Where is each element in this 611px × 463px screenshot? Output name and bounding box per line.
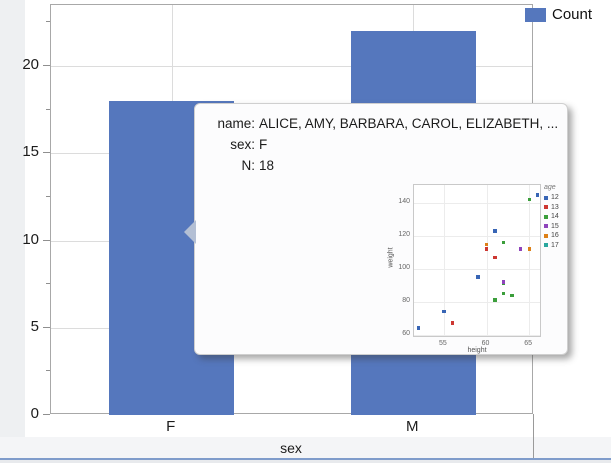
mini-x-gridline bbox=[529, 185, 531, 336]
mini-legend-swatch bbox=[544, 195, 548, 200]
scatter-point-age-12 bbox=[416, 326, 420, 330]
tooltip-scatter-legend: age 12 13 14 15 16 17 bbox=[544, 183, 559, 250]
hover-tooltip: name: ALICE, AMY, BARBARA, CAROL, ELIZABE… bbox=[184, 103, 568, 355]
scatter-point-age-12 bbox=[493, 229, 497, 233]
tooltip-row: sex: F bbox=[207, 134, 558, 155]
tooltip-legend-title: age bbox=[544, 184, 556, 191]
y-tick-label: 5 bbox=[30, 317, 39, 335]
legend-count-label[interactable]: Count bbox=[552, 6, 593, 23]
y-tick-label: 20 bbox=[22, 56, 39, 74]
mini-legend-entry-12: 12 bbox=[544, 193, 559, 203]
mini-legend-swatch bbox=[544, 233, 548, 238]
y-axis-minor-tick bbox=[46, 283, 50, 285]
tooltip-row-value: ALICE, AMY, BARBARA, CAROL, ELIZABETH, .… bbox=[259, 116, 559, 131]
y-axis-major-tick bbox=[43, 326, 50, 328]
y-axis-minor-tick bbox=[46, 21, 50, 23]
tooltip-row-label: sex: bbox=[230, 137, 255, 152]
scatter-point-age-14 bbox=[501, 240, 506, 245]
scatter-point-age-16 bbox=[484, 242, 489, 246]
mini-legend-label: 17 bbox=[551, 241, 559, 249]
y-axis-minor-tick bbox=[46, 195, 50, 197]
tooltip-row-label: N: bbox=[241, 158, 256, 173]
scatter-point-age-15 bbox=[518, 247, 523, 251]
mini-legend-label: 13 bbox=[551, 203, 559, 211]
x-category-label-M: M bbox=[406, 418, 419, 435]
tooltip-scatter-plot bbox=[413, 184, 541, 337]
mini-legend-label: 12 bbox=[551, 194, 559, 202]
scatter-point-age-14 bbox=[501, 291, 506, 296]
scatter-point-age-13 bbox=[450, 321, 455, 325]
x-axis-title: sex bbox=[280, 440, 302, 456]
tooltip-row: name: ALICE, AMY, BARBARA, CAROL, ELIZABE… bbox=[207, 113, 558, 134]
mini-y-gridline bbox=[414, 334, 540, 336]
tooltip-text-rows: name: ALICE, AMY, BARBARA, CAROL, ELIZABE… bbox=[207, 113, 558, 176]
mini-y-gridline bbox=[414, 236, 540, 237]
y-tick-label: 15 bbox=[22, 143, 39, 161]
y-axis-major-tick bbox=[43, 65, 50, 67]
mini-legend-swatch bbox=[544, 243, 548, 248]
mini-x-tick-label: 65 bbox=[524, 340, 533, 347]
mini-y-tick-label: 80 bbox=[402, 296, 410, 304]
y-axis-major-tick bbox=[43, 152, 50, 154]
y-gridline bbox=[51, 66, 532, 68]
x-category-label-F: F bbox=[166, 418, 176, 435]
mini-legend-entry-13: 13 bbox=[544, 203, 559, 213]
tooltip-pointer-arrow-icon bbox=[184, 220, 196, 244]
legend-count-swatch[interactable] bbox=[525, 8, 546, 22]
mini-legend-entry-14: 14 bbox=[544, 212, 559, 222]
y-axis-minor-tick bbox=[46, 370, 50, 372]
left-gutter bbox=[0, 0, 25, 458]
scatter-point-age-12 bbox=[476, 275, 480, 279]
tooltip-row-value: F bbox=[259, 137, 268, 152]
y-tick-label: 0 bbox=[30, 405, 39, 422]
y-axis-major-tick bbox=[43, 414, 50, 415]
mini-legend-swatch bbox=[544, 224, 548, 229]
mini-legend-swatch bbox=[544, 205, 548, 210]
tooltip-row: N: 18 bbox=[207, 155, 558, 176]
mini-legend-label: 15 bbox=[551, 222, 559, 230]
mini-x-gridline bbox=[443, 185, 445, 336]
mini-legend-swatch bbox=[544, 214, 548, 219]
panel-right-edge bbox=[533, 414, 534, 458]
scatter-point-age-13 bbox=[484, 247, 489, 251]
window-bottom-edge bbox=[0, 460, 611, 463]
mini-y-tick-label: 100 bbox=[398, 263, 410, 271]
scatter-point-age-16 bbox=[527, 247, 531, 251]
mini-legend-entry-16: 16 bbox=[544, 231, 559, 241]
tooltip-row-label: name: bbox=[217, 116, 255, 131]
mini-x-tick-label: 60 bbox=[481, 340, 490, 347]
y-axis-minor-tick bbox=[46, 108, 50, 110]
scatter-point-age-14 bbox=[510, 293, 514, 297]
scatter-point-age-15 bbox=[501, 280, 506, 284]
mini-x-gridline bbox=[486, 185, 488, 336]
scatter-point-age-12 bbox=[442, 309, 446, 314]
mini-y-gridline bbox=[414, 301, 540, 303]
tooltip-row-value: 18 bbox=[259, 158, 275, 173]
mini-y-tick-label: 140 bbox=[398, 198, 410, 206]
mini-legend-entry-15: 15 bbox=[544, 222, 559, 232]
mini-y-gridline bbox=[414, 203, 540, 205]
mini-x-tick-label: 55 bbox=[438, 340, 447, 347]
mini-legend-entry-17: 17 bbox=[544, 241, 559, 251]
y-tick-label: 10 bbox=[22, 230, 39, 248]
mini-legend-label: 16 bbox=[551, 232, 559, 240]
scatter-point-age-12 bbox=[536, 193, 540, 197]
mini-y-tick-label: 60 bbox=[402, 329, 410, 337]
bottom-axis-strip bbox=[0, 437, 611, 458]
scatter-point-age-13 bbox=[493, 255, 497, 260]
mini-y-gridline bbox=[414, 268, 540, 270]
scatter-point-age-14 bbox=[493, 298, 497, 302]
tooltip-scatter-x-label: height bbox=[467, 347, 487, 354]
window-bottom-border bbox=[0, 458, 611, 460]
mini-legend-label: 14 bbox=[551, 213, 559, 221]
scatter-point-age-14 bbox=[527, 198, 531, 202]
mini-y-tick-label: 120 bbox=[398, 231, 410, 238]
y-axis-major-tick bbox=[43, 239, 50, 241]
